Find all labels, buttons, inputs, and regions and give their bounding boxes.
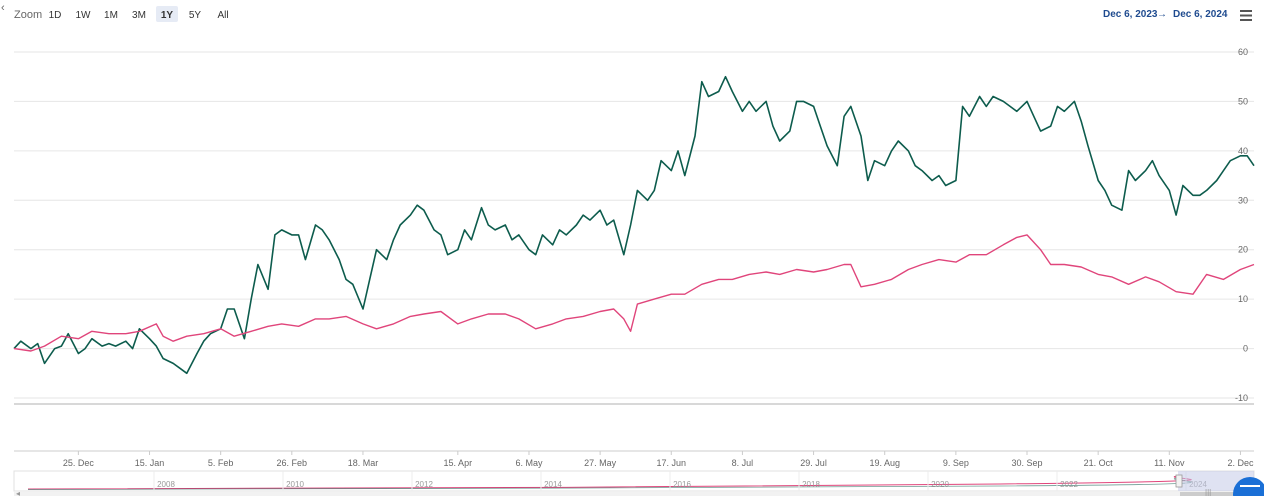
- x-tick-label: 15. Apr: [444, 458, 473, 468]
- x-tick-label: 19. Aug: [869, 458, 900, 468]
- zoom-button-all[interactable]: All: [212, 6, 234, 22]
- x-tick-label: 2. Dec: [1227, 458, 1254, 468]
- toolbar: ‹ Zoom 1D 1W 1M 3M 1Y 5Y All Dec 6, 2023 → Dec…: [1, 2, 1253, 23]
- zoom-buttons: 1D 1W 1M 3M 1Y 5Y All: [44, 6, 234, 22]
- navigator-year-label: 2018: [802, 480, 820, 489]
- navigator-year-label: 2014: [544, 480, 562, 489]
- y-tick-label: 40: [1238, 146, 1248, 156]
- navigator-handle-left[interactable]: [1175, 474, 1183, 488]
- y-tick-label: 30: [1238, 195, 1248, 205]
- y-tick-label: 0: [1243, 344, 1248, 354]
- navigator-year-label: 2016: [673, 480, 691, 489]
- navigator: 200820102012201420162018202020222024 |||…: [13, 470, 1255, 496]
- zoom-button-label: 3M: [132, 10, 146, 21]
- date-range-separator: →: [1157, 9, 1167, 20]
- scrollbar-left-arrow-icon[interactable]: ◂: [16, 489, 20, 496]
- x-tick-label: 6. May: [515, 458, 543, 468]
- navigator-scrollbar-thumb[interactable]: [1180, 492, 1240, 496]
- y-tick-label: 50: [1238, 96, 1248, 106]
- x-axis-tick-labels: 25. Dec 15. Jan 5. Feb 26. Feb 18. Mar 15. Ap…: [63, 451, 1254, 468]
- zoom-button-1d[interactable]: 1D: [44, 6, 66, 22]
- x-tick-label: 17. Jun: [657, 458, 687, 468]
- back-chevron-icon[interactable]: ‹: [1, 2, 5, 14]
- zoom-button-1m[interactable]: 1M: [100, 6, 122, 22]
- y-tick-label: 60: [1238, 47, 1248, 57]
- zoom-button-5y[interactable]: 5Y: [184, 6, 206, 22]
- navigator-scrollbar-track[interactable]: [14, 492, 1254, 496]
- zoom-button-label: 1D: [49, 10, 62, 21]
- series-line-1: [13, 75, 1255, 375]
- zoom-button-label: All: [217, 10, 228, 21]
- minus-icon: [1240, 485, 1260, 487]
- navigator-year-label: 2008: [157, 480, 175, 489]
- x-tick-label: 18. Mar: [348, 458, 379, 468]
- series-lines: [13, 75, 1255, 375]
- zoom-button-label: 1M: [104, 10, 118, 21]
- y-tick-label: -10: [1235, 393, 1248, 403]
- navigator-year-label: 2022: [1060, 480, 1078, 489]
- x-tick-label: 27. May: [584, 458, 617, 468]
- x-tick-label: 25. Dec: [63, 458, 95, 468]
- x-tick-label: 21. Oct: [1084, 458, 1114, 468]
- x-tick-label: 9. Sep: [943, 458, 969, 468]
- zoom-button-label: 5Y: [189, 10, 202, 21]
- x-tick-label: 15. Jan: [135, 458, 165, 468]
- zoom-button-3m[interactable]: 3M: [128, 6, 150, 22]
- zoom-button-label: 1W: [76, 10, 92, 21]
- y-tick-label: 10: [1238, 294, 1248, 304]
- floating-action-button[interactable]: [1233, 477, 1264, 496]
- zoom-button-1y[interactable]: 1Y: [156, 6, 178, 22]
- date-range-to[interactable]: Dec 6, 2024: [1173, 9, 1228, 20]
- x-tick-label: 29. Jul: [800, 458, 827, 468]
- hamburger-menu-icon[interactable]: [1238, 8, 1253, 23]
- x-tick-label: 26. Feb: [277, 458, 308, 468]
- zoom-button-1w[interactable]: 1W: [72, 6, 94, 22]
- y-axis-tick-labels: -10 0 10 20 30 40 50 60: [1235, 47, 1248, 403]
- gridlines: [14, 51, 1254, 399]
- y-tick-label: 20: [1238, 245, 1248, 255]
- zoom-button-label: 1Y: [161, 10, 174, 21]
- x-tick-label: 5. Feb: [208, 458, 234, 468]
- navigator-year-label: 2010: [286, 480, 304, 489]
- x-tick-label: 11. Nov: [1154, 458, 1185, 468]
- x-tick-label: 8. Jul: [732, 458, 754, 468]
- zoom-label: Zoom: [14, 9, 42, 21]
- date-range-from[interactable]: Dec 6, 2023: [1103, 9, 1158, 20]
- navigator-year-label: 2020: [931, 480, 949, 489]
- series-line-2: [13, 234, 1255, 352]
- navigator-year-label: 2012: [415, 480, 433, 489]
- scrollbar-grip-icon: |||: [1205, 488, 1211, 496]
- x-tick-label: 30. Sep: [1011, 458, 1042, 468]
